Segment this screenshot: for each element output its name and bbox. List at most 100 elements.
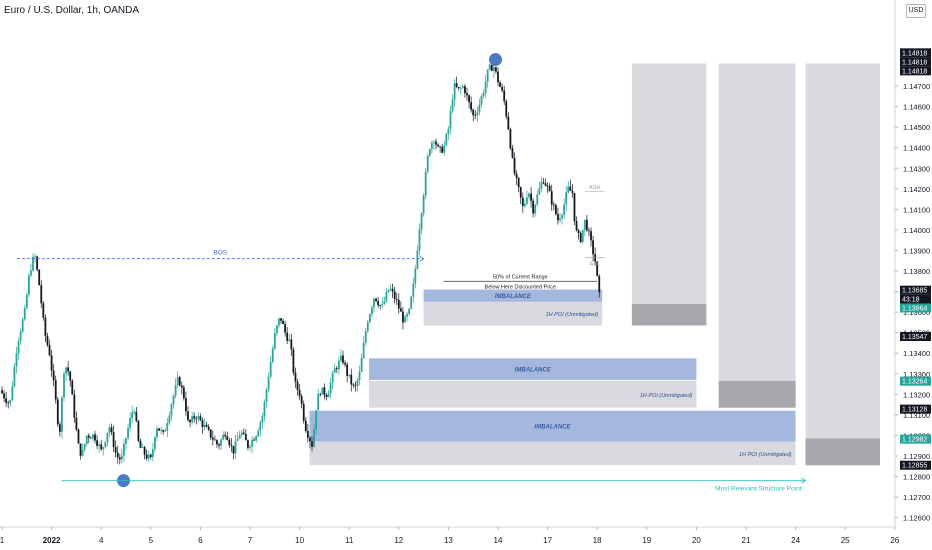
candle-body [201,420,204,427]
future-box-poi-mark [805,438,880,466]
candle-body [468,95,470,103]
candle-body [3,393,5,399]
candle-body [180,385,183,388]
price-axis-label-box [900,66,931,76]
currency-badge[interactable]: USD [906,4,926,18]
candle-body [9,399,12,403]
candle-body [174,385,177,396]
candle-body [507,116,510,130]
candle-body [313,429,315,447]
candle-body [131,411,134,418]
candle-body [79,443,82,456]
candle-body [164,430,167,432]
candle-body [486,69,489,82]
candle-body [265,389,268,403]
candle-body [478,104,481,113]
candle-body [149,454,152,458]
candle-body [439,146,442,148]
candle-body [1,390,3,394]
candle-body [114,447,117,453]
candle-body [501,86,504,91]
candle-body [185,398,187,412]
price-tick-label: 1.12800 [903,473,930,482]
candle-body [166,423,169,431]
candle-body [503,90,506,102]
candle-body [348,374,351,376]
price-axis-label-box [900,376,931,386]
candle-body [379,305,382,306]
time-tick-label: 25 [841,536,850,545]
candle-body [42,303,45,318]
candle-body [383,301,386,305]
candle-body [125,437,127,444]
candle-body [476,112,479,116]
candle-body [381,304,384,306]
candles [1,59,601,465]
candle-body [218,444,220,446]
candle-body [513,157,516,174]
time-axis[interactable]: 1 2022 4 5 6 7 10 11 12 13 14 17 18 19 20 21 24 25 26 [0,526,900,545]
candle-body [435,141,437,145]
price-tick-label: 1.14400 [903,144,930,153]
candle-body [5,398,8,403]
time-tick-label: 18 [593,536,602,545]
candle-body [389,288,392,290]
candle-body [569,186,572,191]
candle-body [178,377,181,386]
candle-body [474,115,477,116]
candle-body [554,205,557,215]
candle-body [588,230,590,232]
candle-body [244,434,247,441]
discount-label: Below Here Discounted Price [485,284,557,290]
candle-body [546,185,549,187]
price-axis-label-text: 1.14818 [902,50,927,57]
candle-body [371,307,373,315]
poi-label: 1H POI (Unmitigated) [640,393,693,399]
candle-body [249,446,251,448]
candle-body [346,364,349,376]
candle-body [255,436,258,441]
candle-body [151,449,154,458]
candle-body [83,444,86,450]
candle-body [54,380,57,400]
candle-body [542,182,545,184]
candle-body [356,380,359,386]
candle-body [598,276,601,293]
candle-body [306,430,309,438]
structure-arrow [801,477,807,484]
price-axis-label-box [900,303,931,313]
candle-body [46,336,49,346]
candle-body [592,240,594,255]
candle-body [408,308,411,315]
candle-body [21,319,24,332]
price-axis-label-text: 1.13128 [902,407,927,414]
price-axis-label-text: 1.13264 [902,379,927,386]
candle-body [393,291,396,300]
candle-body [257,430,260,437]
candle-body [176,377,179,386]
candle-body [327,393,330,398]
price-tick-label: 1.13400 [903,349,930,358]
price-axis[interactable]: 1.126001.127001.128001.129001.130001.131… [894,0,930,527]
candle-body [52,370,55,381]
time-tick-label: 12 [394,536,403,545]
candle-body [96,440,98,446]
candle-body [395,299,398,300]
future-box [805,63,880,466]
candle-body [298,389,301,397]
candle-body [232,445,235,454]
candle-body [325,394,328,398]
candle-body [203,424,206,427]
candle-body [333,368,336,373]
candle-body [418,229,421,251]
time-tick-label: 13 [444,536,453,545]
candle-body [457,87,460,89]
candle-body [222,434,225,440]
time-tick-label: 19 [642,536,651,545]
price-axis-label-box [900,460,931,470]
candle-body [451,99,454,112]
time-tick-label: 10 [295,536,304,545]
candle-body [25,294,28,309]
candle-body [36,256,39,270]
